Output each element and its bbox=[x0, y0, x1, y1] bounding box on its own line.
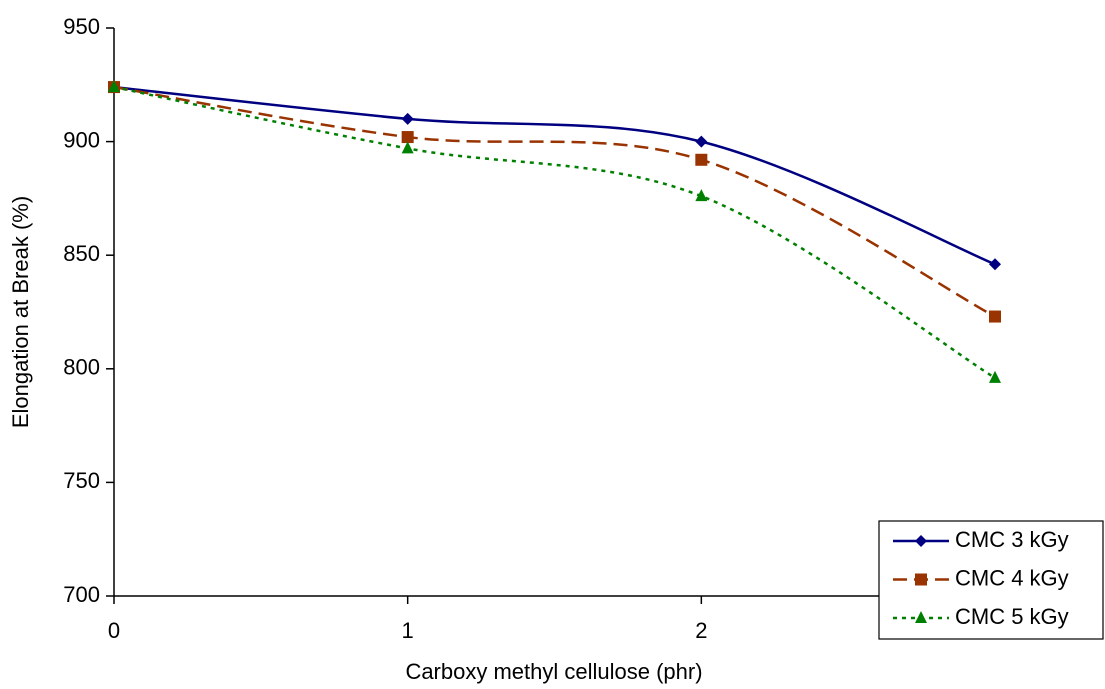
data-point bbox=[989, 311, 1001, 323]
y-tick-label: 700 bbox=[63, 582, 100, 607]
data-point bbox=[989, 258, 1001, 270]
data-point bbox=[402, 141, 414, 153]
series-line bbox=[114, 87, 995, 378]
x-tick-label: 1 bbox=[402, 618, 414, 643]
x-tick-label: 2 bbox=[695, 618, 707, 643]
series-line bbox=[114, 87, 995, 264]
x-tick-label: 0 bbox=[108, 618, 120, 643]
data-point bbox=[402, 113, 414, 125]
x-axis-label: Carboxy methyl cellulose (phr) bbox=[405, 659, 702, 684]
data-point bbox=[989, 371, 1001, 383]
legend-label: CMC 5 kGy bbox=[955, 604, 1069, 629]
y-tick-label: 800 bbox=[63, 355, 100, 380]
legend-marker bbox=[915, 574, 927, 586]
legend-label: CMC 4 kGy bbox=[955, 565, 1069, 590]
data-point bbox=[695, 154, 707, 166]
y-tick-label: 750 bbox=[63, 468, 100, 493]
y-axis-label: Elongation at Break (%) bbox=[8, 196, 33, 428]
chart: Carboxy methyl cellulose (phr) Elongatio… bbox=[0, 0, 1105, 689]
y-tick-label: 900 bbox=[63, 127, 100, 152]
legend-label: CMC 3 kGy bbox=[955, 527, 1069, 552]
y-tick-label: 950 bbox=[63, 14, 100, 39]
y-tick-label: 850 bbox=[63, 241, 100, 266]
data-point bbox=[402, 131, 414, 143]
data-point bbox=[695, 136, 707, 148]
